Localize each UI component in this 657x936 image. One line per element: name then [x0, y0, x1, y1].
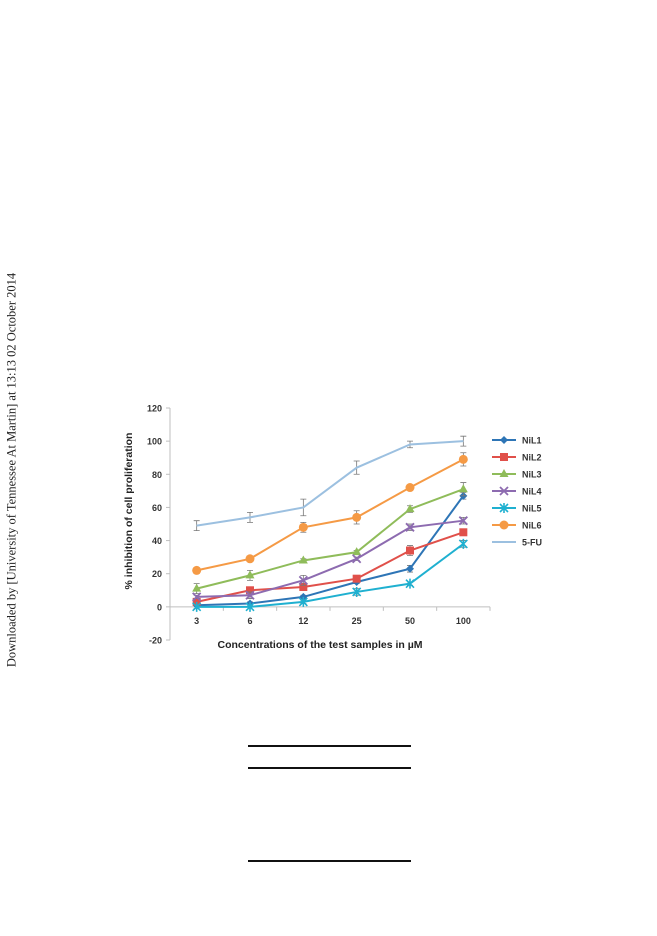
- legend-label: NiL2: [522, 453, 542, 463]
- table-header-rule: [248, 767, 411, 769]
- series-nil6: [192, 452, 468, 575]
- data-point: [245, 601, 255, 612]
- data-point: [245, 590, 255, 600]
- data-point: [192, 601, 202, 612]
- data-point: [405, 483, 415, 493]
- series-5-fu: [193, 435, 467, 532]
- data-point: [352, 574, 361, 583]
- series-nil1: [192, 491, 468, 610]
- data-point: [405, 504, 415, 513]
- series-line: [196, 495, 465, 607]
- chart-legend: NiL1 NiL2 NiL3 NiL4 NiL5 NiL6 5-FU: [492, 436, 542, 548]
- legend-item-nil5: NiL5: [492, 503, 542, 514]
- data-point: [458, 454, 468, 464]
- legend-item-nil3: NiL3: [492, 469, 542, 480]
- x-axis-label: Concentrations of the test samples in µM: [218, 639, 423, 651]
- series-line: [196, 458, 464, 572]
- legend-label: NiL3: [522, 470, 542, 480]
- series-line: [196, 531, 464, 603]
- legend-swatch-marker: [499, 520, 509, 530]
- series-nil5: [192, 538, 468, 612]
- y-tick-label: 120: [147, 404, 162, 414]
- data-point: [352, 554, 362, 564]
- data-point: [298, 575, 308, 585]
- data-point: [298, 555, 308, 564]
- data-point: [246, 586, 254, 595]
- data-point: [245, 554, 255, 564]
- data-point: [245, 570, 255, 579]
- series-line: [196, 440, 464, 527]
- legend-swatch-marker: [499, 486, 509, 496]
- series-line: [196, 543, 464, 608]
- y-tick-label: 60: [152, 503, 162, 513]
- legend-item-nil2: NiL2: [492, 453, 542, 463]
- data-point: [458, 484, 468, 493]
- data-point: [459, 528, 468, 537]
- table-top-rule: [248, 745, 411, 747]
- legend-item-nil6: NiL6: [492, 520, 542, 531]
- y-tick-label: 0: [157, 602, 162, 612]
- y-tick-label: 20: [152, 569, 162, 579]
- y-tick-label: 100: [147, 437, 162, 447]
- data-point: [192, 565, 202, 575]
- series-nil3: [192, 482, 468, 594]
- data-point: [405, 578, 415, 589]
- x-tick-label: 25: [352, 616, 362, 626]
- data-point: [405, 522, 415, 532]
- data-point: [406, 564, 414, 573]
- y-tick-label: 40: [152, 536, 162, 546]
- legend-swatch-marker: [500, 436, 508, 444]
- legend-item-nil1: NiL1: [492, 436, 542, 446]
- data-point: [406, 546, 414, 555]
- data-point: [352, 547, 362, 556]
- legend-label: NiL1: [522, 436, 542, 446]
- x-tick-label: 6: [247, 616, 252, 626]
- data-point: [298, 522, 308, 532]
- x-tick-label: 12: [298, 616, 308, 626]
- legend-swatch-marker: [499, 503, 509, 513]
- data-point: [352, 586, 362, 597]
- error-bar: [193, 520, 200, 532]
- y-tick-label: 80: [152, 470, 162, 480]
- x-tick-label: 100: [456, 616, 471, 626]
- legend-label: NiL4: [522, 487, 542, 497]
- data-point: [352, 512, 362, 522]
- series-nil4: [192, 516, 468, 602]
- legend-item-5-fu: 5-FU: [492, 538, 542, 548]
- table-bottom-rule: [248, 860, 411, 862]
- chart-series: [192, 435, 468, 612]
- legend-swatch-marker: [500, 453, 508, 461]
- data-point: [298, 596, 308, 607]
- data-point: [299, 582, 308, 591]
- x-tick-label: 3: [194, 616, 199, 626]
- legend-swatch-marker: [499, 469, 509, 477]
- series-line: [196, 488, 464, 590]
- series-nil2: [192, 528, 468, 606]
- series-line: [196, 519, 464, 598]
- legend-label: NiL6: [522, 521, 542, 531]
- data-point: [192, 592, 202, 602]
- x-tick-label: 50: [405, 616, 415, 626]
- y-axis-label: % inhibition of cell proliferation: [123, 433, 135, 590]
- data-point: [458, 516, 468, 526]
- download-watermark-text: Downloaded by [University of Tennessee A…: [4, 272, 19, 668]
- legend-label: 5-FU: [522, 538, 542, 548]
- data-point: [458, 538, 468, 549]
- y-tick-label: -20: [149, 636, 162, 646]
- download-watermark: Downloaded by [University of Tennessee A…: [0, 0, 22, 936]
- legend-item-nil4: NiL4: [492, 486, 542, 497]
- data-point: [192, 583, 202, 592]
- legend-label: NiL5: [522, 504, 542, 514]
